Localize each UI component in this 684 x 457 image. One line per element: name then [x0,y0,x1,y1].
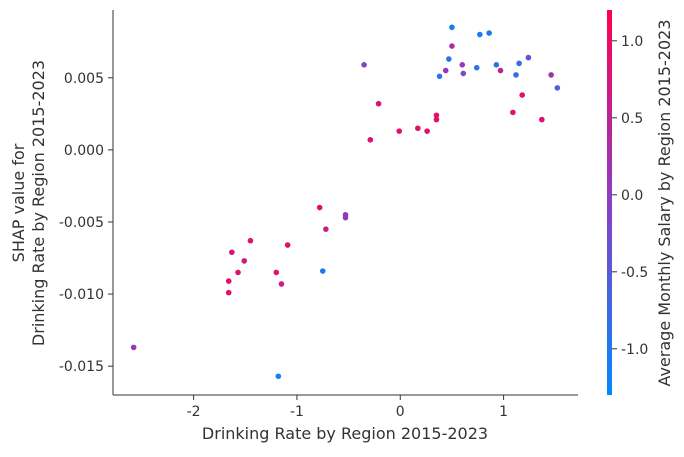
colorbar-tick-label: 1.0 [621,34,643,50]
scatter-point [473,64,480,71]
scatter-point [225,278,232,284]
scatter-point [415,125,421,132]
y-tick-label: 0.000 [64,143,104,159]
scatter-point [554,85,561,91]
x-axis-label: Drinking Rate by Region 2015-2023 [202,424,488,443]
axes [112,10,578,396]
scatter-point [433,112,440,119]
colorbar-tick-label: -1.0 [621,342,648,358]
y-tick-label: -0.010 [59,287,104,303]
scatter-point [342,214,349,221]
scatter-point [225,289,232,296]
scatter-point [516,60,522,67]
scatter-point [278,281,285,287]
scatter-point [459,61,466,68]
scatter-point [513,72,519,78]
scatter-point [510,109,516,116]
scatter-point [525,54,532,61]
colorbar-gradient [607,10,612,395]
scatter-point [548,72,554,78]
scatter-point [323,226,329,232]
scatter-point [477,31,483,38]
scatter-point [130,344,137,351]
colorbar-label: Average Monthly Salary by Region 2015-20… [655,19,674,386]
scatter-points [130,24,561,380]
scatter-point [361,61,367,68]
x-tick-label: 1 [499,404,508,420]
colorbar: -1.0 -0.5 0.0 0.5 1.0 Average Monthly Salary… [607,10,674,395]
scatter-point [396,128,403,134]
scatter-point [493,61,500,68]
scatter-point [316,204,323,211]
y-axis-label-line-1: SHAP value for [9,143,28,262]
y-tick-label: -0.005 [59,215,104,231]
scatter-point [375,100,382,107]
scatter-point [460,70,467,77]
scatter-point [539,116,545,123]
scatter-point [247,237,254,244]
y-tick-label: 0.005 [64,71,104,87]
scatter-point [319,268,326,274]
scatter-point [449,43,455,49]
y-tick-label: -0.015 [59,359,104,375]
x-tick-label: -2 [187,404,201,420]
scatter-point [235,269,241,276]
colorbar-tick-label: 0.5 [621,111,643,127]
scatter-point [284,242,291,248]
scatter-point [241,258,248,264]
scatter-point [229,249,235,256]
colorbar-ticks: -1.0 -0.5 0.0 0.5 1.0 [612,34,648,358]
x-ticks: -2 -1 0 1 [187,395,508,420]
scatter-point [436,73,443,80]
x-tick-label: -1 [290,404,304,420]
scatter-point [273,269,280,276]
y-ticks: -0.015 -0.010 -0.005 0.000 0.005 [59,71,113,375]
scatter-point [442,67,449,74]
scatter-point [433,116,440,123]
scatter-point [519,92,525,98]
scatter-point [446,56,452,62]
scatter-point [275,373,282,380]
colorbar-tick-label: -0.5 [621,265,648,281]
y-axis-label-line-2: Drinking Rate by Region 2015-2023 [29,60,48,346]
scatter-point [486,30,492,36]
y-axis-label: SHAP value for Drinking Rate by Region 2… [9,60,48,346]
scatter-point [449,24,455,31]
scatter-point [367,136,374,143]
colorbar-tick-label: 0.0 [621,188,643,204]
scatter-point [424,128,430,134]
x-tick-label: 0 [396,404,405,420]
scatter-point [497,67,504,74]
